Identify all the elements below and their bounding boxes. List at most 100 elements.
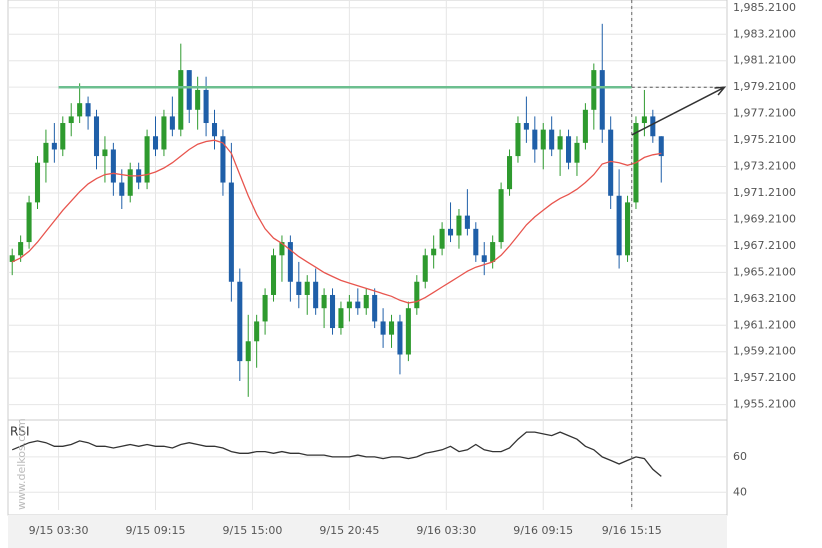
candle-body bbox=[178, 70, 184, 130]
candle-body bbox=[650, 116, 656, 137]
candle-body bbox=[119, 182, 125, 196]
candle-body bbox=[161, 116, 167, 150]
candle-body bbox=[43, 142, 49, 163]
y-tick-label: 1,969.2100 bbox=[733, 212, 796, 225]
candle-body bbox=[93, 116, 100, 157]
candle-body bbox=[355, 301, 361, 309]
x-tick-label: 9/15 20:45 bbox=[319, 524, 379, 537]
candle-body bbox=[220, 136, 226, 183]
candle-body bbox=[498, 189, 504, 243]
rsi-label: RSI bbox=[10, 425, 30, 439]
candle-body bbox=[490, 242, 496, 262]
candle-body bbox=[51, 142, 57, 150]
candle-body bbox=[414, 281, 420, 309]
y-tick-label: 1,983.2100 bbox=[733, 27, 796, 40]
candle-body bbox=[60, 123, 66, 150]
candle-body bbox=[405, 308, 411, 355]
watermark: www.delkos.com bbox=[15, 418, 28, 510]
x-tick-label: 9/16 03:30 bbox=[416, 524, 476, 537]
x-tick-label: 9/16 15:15 bbox=[602, 524, 662, 537]
y-tick-label: 1,965.2100 bbox=[733, 265, 796, 278]
y-tick-label: 1,977.2100 bbox=[733, 107, 796, 120]
candle-body bbox=[380, 321, 386, 335]
candle-body bbox=[304, 281, 310, 295]
candle-body bbox=[262, 294, 268, 322]
candle-body bbox=[388, 321, 395, 335]
candle-body bbox=[540, 129, 546, 150]
moving-average bbox=[11, 139, 662, 304]
candle-body bbox=[144, 136, 150, 183]
candle-body bbox=[254, 321, 260, 342]
candle-body bbox=[329, 294, 336, 329]
y-tick-label: 1,963.2100 bbox=[733, 292, 796, 305]
y-tick-label: 1,957.2100 bbox=[733, 371, 796, 384]
candle-body bbox=[102, 149, 108, 157]
candle-body bbox=[557, 136, 563, 150]
rsi-tick-label: 40 bbox=[733, 485, 747, 498]
candle-body bbox=[532, 129, 538, 150]
candle-body bbox=[507, 156, 513, 190]
candle-body bbox=[211, 123, 218, 137]
y-tick-label: 1,975.2100 bbox=[733, 133, 796, 146]
candle-body bbox=[203, 89, 209, 124]
candle-body bbox=[515, 123, 521, 157]
candle-body bbox=[110, 149, 116, 183]
projection-arrow bbox=[631, 86, 727, 136]
candle-body bbox=[431, 248, 437, 256]
candle-body bbox=[599, 70, 605, 130]
candle-body bbox=[363, 294, 369, 309]
candle-body bbox=[321, 294, 327, 309]
candle-body bbox=[9, 255, 15, 262]
candle-body bbox=[372, 294, 378, 322]
candle-body bbox=[473, 228, 479, 256]
x-axis-band bbox=[8, 515, 727, 548]
candle-body bbox=[169, 116, 175, 130]
candle-body bbox=[34, 162, 41, 203]
candle-body bbox=[456, 215, 462, 236]
candle-body bbox=[422, 255, 428, 282]
candle-body bbox=[566, 136, 572, 163]
candle-body bbox=[287, 242, 293, 282]
x-tick-label: 9/16 09:15 bbox=[513, 524, 573, 537]
plot-frame bbox=[7, 0, 728, 516]
candle-body bbox=[574, 142, 580, 163]
candle-body bbox=[313, 281, 319, 309]
candle-body bbox=[68, 116, 74, 124]
y-tick-label: 1,955.2100 bbox=[733, 398, 796, 411]
candle-body bbox=[127, 169, 133, 196]
candle-body bbox=[85, 103, 91, 117]
candle-body bbox=[641, 116, 647, 124]
y-tick-label: 1,981.2100 bbox=[733, 54, 796, 67]
candle-body bbox=[237, 281, 243, 362]
marks bbox=[9, 0, 727, 510]
candle-body bbox=[591, 70, 597, 110]
candle-body bbox=[447, 228, 454, 236]
rsi-tick-label: 60 bbox=[733, 450, 747, 463]
candle-body bbox=[186, 70, 192, 110]
y-tick-label: 1,967.2100 bbox=[733, 239, 796, 252]
candle-body bbox=[77, 103, 83, 117]
candle-body bbox=[658, 136, 664, 157]
y-tick-label: 1,973.2100 bbox=[733, 160, 796, 173]
candle-body bbox=[439, 228, 445, 249]
x-tick-label: 9/15 03:30 bbox=[29, 524, 89, 537]
candle-body bbox=[397, 321, 403, 355]
y-tick-label: 1,985.2100 bbox=[733, 1, 796, 14]
candle-body bbox=[228, 182, 234, 282]
candle-body bbox=[195, 89, 201, 110]
candle-body bbox=[608, 129, 614, 196]
x-tick-label: 9/15 15:00 bbox=[222, 524, 282, 537]
candle-body bbox=[338, 308, 344, 329]
rsi-line bbox=[11, 431, 662, 477]
y-tick-label: 1,961.2100 bbox=[733, 318, 796, 331]
candle-body bbox=[616, 195, 622, 256]
y-tick-label: 1,971.2100 bbox=[733, 186, 796, 199]
candle-body bbox=[582, 109, 588, 143]
candle-body bbox=[18, 242, 24, 256]
candle-body bbox=[152, 136, 159, 150]
candle-body bbox=[464, 215, 470, 229]
candle-body bbox=[296, 281, 302, 295]
candle-body bbox=[26, 202, 32, 243]
candle-body bbox=[549, 129, 555, 150]
